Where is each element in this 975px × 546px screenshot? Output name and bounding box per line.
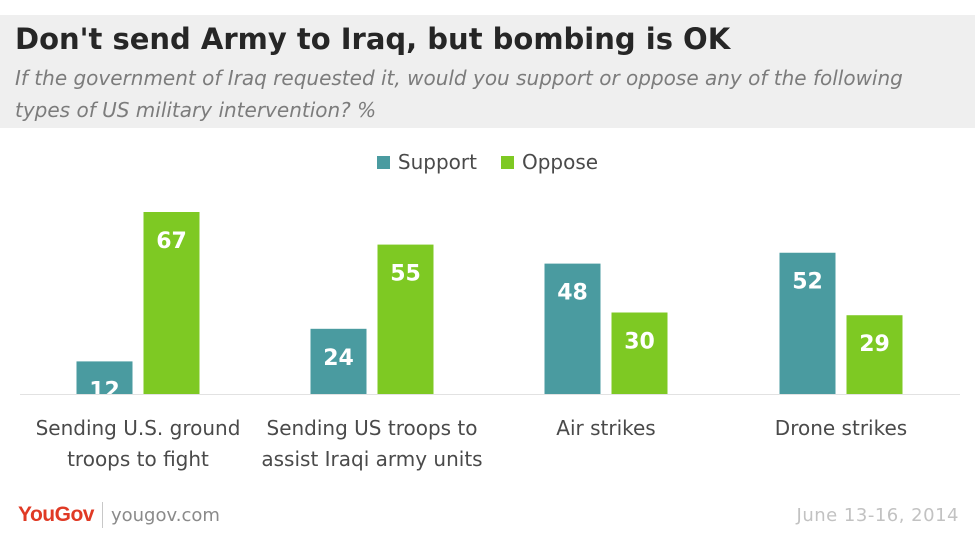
legend-swatch-support xyxy=(376,155,390,169)
site-link[interactable]: yougov.com xyxy=(110,504,220,526)
legend-label-oppose: Oppose xyxy=(521,150,599,174)
legend-item-oppose: Oppose xyxy=(500,150,599,174)
logo-wordmark: YouGov xyxy=(18,503,94,526)
bar-oppose-1 xyxy=(143,212,200,394)
bar-support-2 xyxy=(310,328,367,394)
bar-oppose-3 xyxy=(611,312,668,394)
chart-subtitle: If the government of Iraq requested it, … xyxy=(15,66,903,122)
bar-oppose-2 xyxy=(377,244,434,394)
data-label-support-2: 24 xyxy=(323,346,354,371)
data-label-oppose-3: 30 xyxy=(624,330,655,355)
data-label-oppose-2: 55 xyxy=(390,262,421,287)
legend: Support Oppose xyxy=(0,150,975,174)
bar-support-4 xyxy=(779,252,836,394)
legend-item-support: Support xyxy=(376,150,477,174)
category-label-4: Drone strikes xyxy=(775,416,907,440)
data-label-support-3: 48 xyxy=(557,281,588,306)
data-label-support-1: 12 xyxy=(89,378,120,403)
survey-date: June 13-16, 2014 xyxy=(796,505,959,526)
category-label-3: Air strikes xyxy=(556,416,655,440)
chart-title: Don't send Army to Iraq, but bombing is … xyxy=(15,22,731,56)
bar-support-3 xyxy=(544,263,601,394)
category-label-1: Sending U.S. ground troops to fight xyxy=(36,416,241,471)
category-label-2: Sending US troops to assist Iraqi army un… xyxy=(261,416,482,471)
data-label-oppose-1: 67 xyxy=(156,229,187,254)
data-label-oppose-4: 29 xyxy=(859,332,890,357)
logo-divider xyxy=(101,502,103,528)
bar-oppose-4 xyxy=(846,315,903,394)
bar-support-1 xyxy=(76,361,133,394)
chart-header: Don't send Army to Iraq, but bombing is … xyxy=(0,15,975,128)
yougov-logo: YouGov yougov.com xyxy=(18,500,220,530)
legend-swatch-oppose xyxy=(500,155,514,169)
data-label-support-4: 52 xyxy=(792,270,823,295)
legend-label-support: Support xyxy=(397,150,477,174)
